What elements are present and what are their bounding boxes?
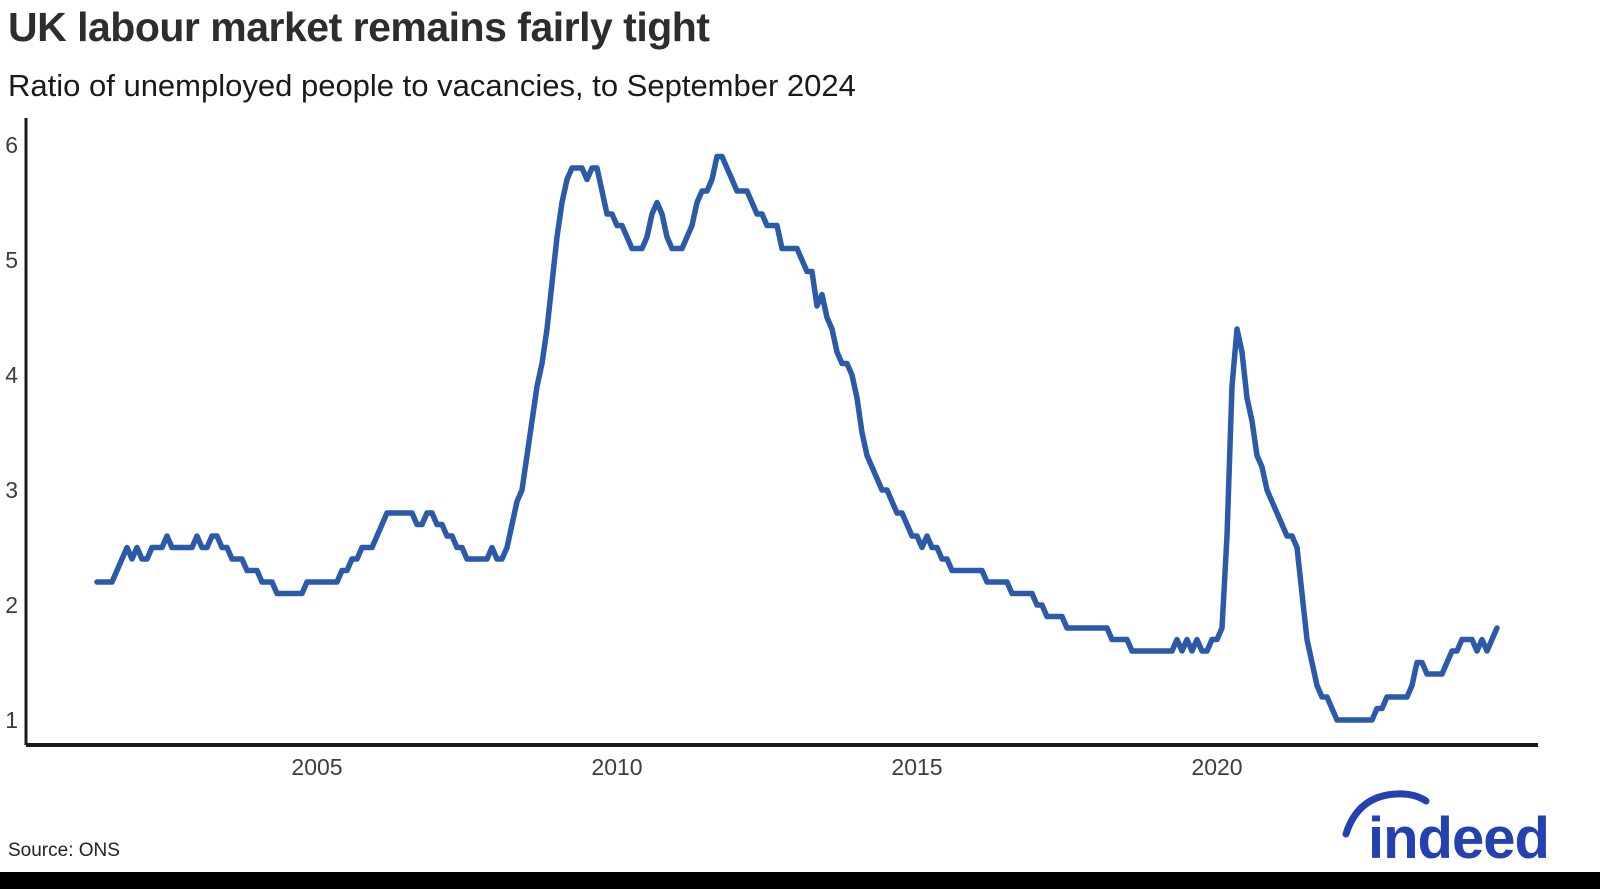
y-tick-label: 1 [5,707,18,733]
line-chart: 1 2 3 4 5 6 2005 2010 2015 2020 [5,118,1538,780]
chart-title: UK labour market remains fairly tight [8,4,710,50]
y-tick-label: 5 [5,247,18,273]
y-tick-label: 4 [5,362,18,388]
x-tick-label: 2010 [591,754,642,780]
chart-subtitle: Ratio of unemployed people to vacancies,… [8,68,856,103]
x-tick-label: 2005 [291,754,342,780]
bottom-bar [0,872,1600,889]
y-tick-label: 2 [5,592,18,618]
indeed-logo-text: indeed [1368,806,1549,868]
indeed-logo-swoosh [1342,790,1430,838]
indeed-logo: indeed [1342,790,1550,868]
x-tick-label: 2015 [891,754,942,780]
source-note: Source: ONS [8,840,120,861]
y-tick-label: 3 [5,477,18,503]
y-tick-label: 6 [5,132,18,158]
x-tick-label: 2020 [1191,754,1242,780]
ratio-line-series [94,153,1500,723]
